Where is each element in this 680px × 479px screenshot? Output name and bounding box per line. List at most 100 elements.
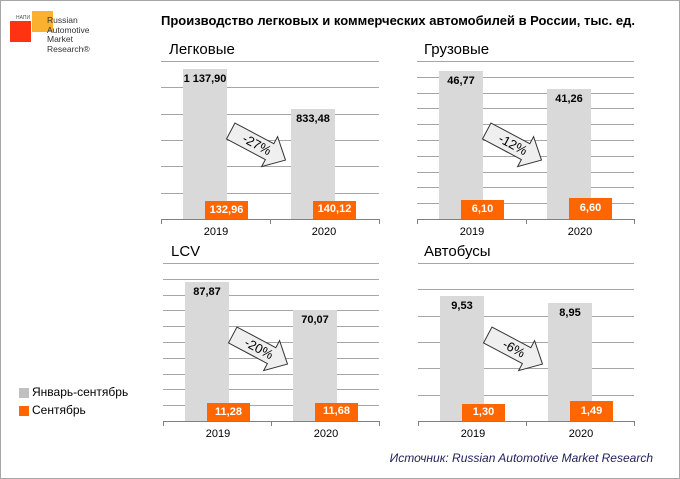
gridline [163,263,379,264]
gridline [417,92,634,94]
change-arrow [223,121,295,171]
gridline [417,171,634,173]
bar-ytd-2019 [439,71,483,219]
year-label-2020: 2020 [567,226,593,238]
panel-title: Автобусы [424,243,491,260]
year-label-2019: 2019 [205,428,231,440]
gridline [163,278,379,280]
gridline [161,113,379,115]
legend-item-ytd: Январь-сентябрь [19,385,128,399]
arrow-icon [225,122,287,168]
logo: НАПИ Russian Automotive Market Research® [10,11,90,66]
gridline [163,326,379,328]
label-month-2019: 1,30 [472,405,495,418]
label-ytd-2019: 9,53 [451,299,473,312]
year-label-2020: 2020 [568,428,594,440]
gridline [417,187,634,189]
bar-ytd-2020 [548,303,592,421]
gridline [161,140,379,141]
label-month-2019: 11,28 [215,405,242,418]
change-arrow [480,325,552,375]
bar-ytd-2020 [547,88,591,219]
label-ytd-2019: 87,87 [193,286,221,299]
gridline [417,124,634,126]
logo-red-square [10,21,31,42]
gridline [418,342,634,343]
source-note: Источник: Russian Automotive Market Rese… [389,451,653,465]
gridline [163,405,379,407]
label-month-2019: 6,10 [471,202,494,215]
gridline [418,289,634,291]
gridline [417,61,634,62]
year-label-2020: 2020 [313,428,339,440]
bar-month-2019 [207,403,250,421]
logo-line: Russian [47,15,78,25]
legend-label: Январь-сентябрь [32,385,129,399]
bar-month-2020 [315,402,358,421]
gridline [161,87,379,89]
x-tick [526,421,527,426]
panel-title: LCV [171,243,201,260]
gridline [417,140,634,141]
x-tick [417,219,418,224]
gridline [163,310,379,312]
bar-ytd-2019 [183,69,227,219]
x-tick [634,421,635,426]
legend-swatch [19,405,29,416]
label-month-2020: 140,12 [317,203,352,216]
change-arrow [225,325,297,375]
bar-month-2019 [462,403,505,421]
gridline [163,342,379,343]
gridline [417,203,634,205]
chart-title: Производство легковых и коммерческих авт… [161,13,635,28]
gridline [163,389,379,391]
x-tick [418,421,419,426]
logo-line: Research® [47,43,90,54]
legend-swatch [19,387,29,398]
panel-title: Легковые [169,41,235,58]
x-tick [270,219,271,224]
arrow-icon [482,326,544,372]
label-ytd-2020: 41,26 [555,92,583,105]
gridline [418,394,634,396]
year-label-2020: 2020 [311,226,337,238]
year-label-2019: 2019 [203,226,229,238]
x-tick [379,421,380,426]
label-month-2019: 132,96 [209,203,244,216]
x-tick [161,219,162,224]
bar-month-2020 [313,200,356,219]
label-ytd-2019: 46,77 [447,75,475,88]
gridline [417,76,634,78]
x-tick [634,219,635,224]
change-arrow [479,121,551,171]
bar-ytd-2019 [440,295,484,421]
label-ytd-2020: 70,07 [301,314,329,327]
bar-month-2019 [205,201,248,219]
gridline [161,166,379,168]
label-month-2020: 1,49 [580,404,603,417]
x-tick [271,421,272,426]
x-tick [163,421,164,426]
gridline [417,108,634,110]
bar-month-2019 [461,199,504,219]
legend: Январь-сентябрь Сентябрь [19,385,128,421]
bar-month-2020 [570,401,613,421]
bar-month-2020 [569,198,612,219]
gridline [418,263,634,264]
arrow-icon [227,326,289,372]
logo-line: Automotive [47,24,90,35]
legend-item-month: Сентябрь [19,403,128,417]
panel-title: Грузовые [424,41,490,58]
logo-line: Market [47,34,73,44]
logo-orange-square [32,11,53,32]
legend-label: Сентябрь [32,403,86,417]
label-month-2020: 6,60 [579,202,602,215]
label-month-2020: 11,68 [323,405,350,418]
year-label-2019: 2019 [460,428,486,440]
arrow-icon [481,122,543,168]
gridline [161,61,379,62]
gridline [163,294,379,296]
year-label-2019: 2019 [459,226,485,238]
label-ytd-2019: 1 137,90 [183,73,227,86]
bar-ytd-2019 [185,282,229,421]
